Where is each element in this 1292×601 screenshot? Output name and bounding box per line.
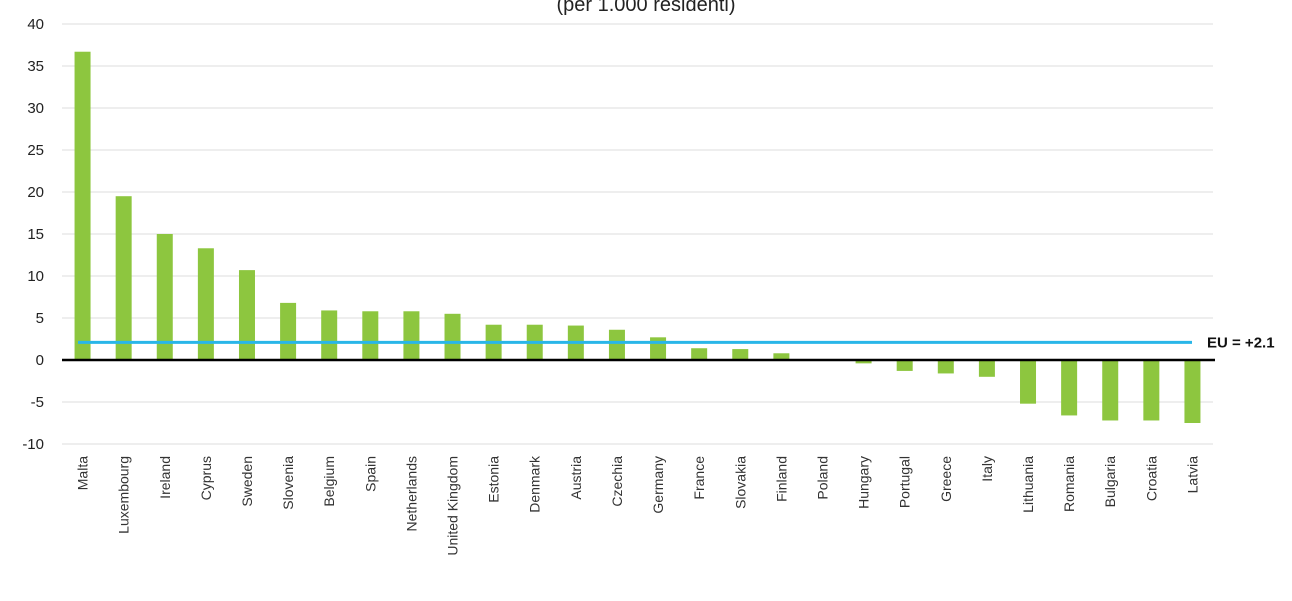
bar <box>937 360 954 374</box>
x-tick-label: Finland <box>773 456 789 502</box>
bar <box>238 270 255 360</box>
x-tick-label: Italy <box>979 456 995 482</box>
y-tick-label: 30 <box>27 100 44 117</box>
bar <box>1143 360 1160 421</box>
x-tick-label: Latvia <box>1184 456 1200 494</box>
x-tick-label: United Kingdom <box>445 456 461 556</box>
bar <box>280 302 297 360</box>
x-tick-label: Greece <box>938 456 954 502</box>
x-tick-label: Malta <box>75 456 91 490</box>
x-tick-label: Estonia <box>486 456 502 503</box>
y-tick-label: -5 <box>31 394 44 411</box>
bar <box>608 329 625 360</box>
bar <box>855 360 872 364</box>
x-tick-label: Poland <box>814 456 830 500</box>
bar <box>650 337 667 360</box>
bar <box>197 248 214 360</box>
x-tick-label: Lithuania <box>1020 456 1036 513</box>
x-tick-label: Sweden <box>239 456 255 507</box>
y-tick-label: 0 <box>36 352 44 369</box>
x-axis-ticks: Malta Luxembourg Ireland Cyprus Sweden Sloven… <box>75 455 1201 556</box>
y-tick-label: 15 <box>27 226 44 243</box>
x-tick-label: Ireland <box>157 456 173 499</box>
bar <box>362 311 379 360</box>
chart-subtitle: (per 1.000 residenti) <box>556 0 736 16</box>
bar <box>156 234 173 360</box>
y-tick-label: 35 <box>27 58 44 75</box>
bar <box>1102 360 1119 421</box>
bar <box>978 360 995 377</box>
x-tick-label: Czechia <box>609 456 625 507</box>
bar <box>896 360 913 371</box>
bar <box>1061 360 1078 416</box>
x-tick-label: Germany <box>650 456 666 514</box>
x-tick-label: Austria <box>568 456 584 500</box>
x-tick-label: France <box>691 456 707 500</box>
y-tick-label: 20 <box>27 184 44 201</box>
bar <box>74 51 91 360</box>
x-tick-label: Bulgaria <box>1102 456 1118 508</box>
y-axis-ticks: 40 35 30 25 20 15 10 5 0 -5 -10 <box>22 16 44 453</box>
reference-lines: EU = +2.1 <box>62 334 1275 362</box>
x-tick-label: Portugal <box>897 456 913 508</box>
x-tick-label: Denmark <box>527 455 543 513</box>
x-tick-label: Hungary <box>856 456 872 509</box>
x-tick-label: Slovakia <box>732 456 748 509</box>
bar <box>444 313 461 360</box>
bar <box>773 353 790 360</box>
y-tick-label: 40 <box>27 16 44 33</box>
bar <box>115 196 132 360</box>
bar <box>1184 360 1201 423</box>
x-tick-label: Slovenia <box>280 456 296 510</box>
x-tick-label: Romania <box>1061 456 1077 512</box>
gridlines <box>62 23 1213 445</box>
y-tick-label: 10 <box>27 268 44 285</box>
x-tick-label: Belgium <box>321 456 337 507</box>
bar <box>321 310 338 360</box>
x-tick-label: Spain <box>362 456 378 492</box>
bar <box>691 348 708 360</box>
y-tick-label: -10 <box>22 436 44 453</box>
bars <box>74 51 1201 423</box>
y-tick-label: 25 <box>27 142 44 159</box>
x-tick-label: Luxembourg <box>116 456 132 534</box>
bar <box>403 311 420 360</box>
x-tick-label: Cyprus <box>198 456 214 500</box>
bar <box>1020 360 1037 404</box>
x-tick-label: Croatia <box>1143 456 1159 501</box>
y-tick-label: 5 <box>36 310 44 327</box>
x-tick-label: Netherlands <box>403 456 419 532</box>
eu-average-label: EU = +2.1 <box>1207 334 1275 351</box>
bar <box>732 349 749 360</box>
